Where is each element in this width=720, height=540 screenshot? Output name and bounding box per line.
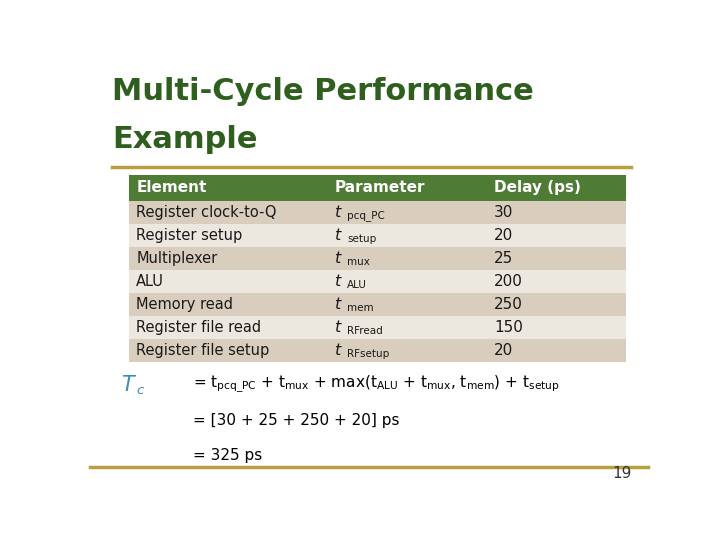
Bar — [328, 316, 487, 339]
Bar — [487, 339, 626, 362]
Bar — [328, 293, 487, 316]
Text: t: t — [335, 228, 341, 243]
Bar — [328, 270, 487, 293]
Text: 20: 20 — [494, 343, 513, 358]
Bar — [129, 201, 328, 224]
Text: pcq_PC: pcq_PC — [347, 211, 385, 221]
Text: 25: 25 — [494, 251, 513, 266]
Text: mem: mem — [347, 303, 374, 313]
Bar — [328, 224, 487, 247]
Text: 250: 250 — [494, 297, 523, 312]
Text: 19: 19 — [612, 465, 631, 481]
Text: t: t — [335, 274, 341, 289]
Text: Multi-Cycle Performance: Multi-Cycle Performance — [112, 77, 534, 106]
Bar — [487, 201, 626, 224]
Text: 150: 150 — [494, 320, 523, 335]
Text: Delay (ps): Delay (ps) — [494, 180, 581, 195]
Text: RFsetup: RFsetup — [347, 349, 390, 359]
Bar — [487, 175, 626, 201]
Text: T: T — [121, 375, 133, 395]
Text: 20: 20 — [494, 228, 513, 243]
Text: t: t — [335, 343, 341, 358]
Bar — [487, 293, 626, 316]
Text: t: t — [335, 251, 341, 266]
Bar — [487, 224, 626, 247]
Text: 200: 200 — [494, 274, 523, 289]
Bar — [487, 316, 626, 339]
Bar — [328, 339, 487, 362]
Bar — [129, 175, 328, 201]
Text: t: t — [335, 205, 341, 220]
Text: Multiplexer: Multiplexer — [136, 251, 217, 266]
Bar — [328, 247, 487, 270]
Bar — [487, 270, 626, 293]
Text: Element: Element — [136, 180, 207, 195]
Bar — [129, 270, 328, 293]
Text: Parameter: Parameter — [335, 180, 426, 195]
Text: ALU: ALU — [347, 280, 367, 290]
Bar — [328, 175, 487, 201]
Bar — [129, 224, 328, 247]
Text: Register file setup: Register file setup — [136, 343, 269, 358]
Text: Example: Example — [112, 125, 258, 154]
Text: RFread: RFread — [347, 326, 383, 336]
Text: Register setup: Register setup — [136, 228, 243, 243]
Text: 30: 30 — [494, 205, 513, 220]
Text: setup: setup — [347, 234, 377, 244]
Text: Register file read: Register file read — [136, 320, 261, 335]
Bar — [129, 293, 328, 316]
Text: ALU: ALU — [136, 274, 164, 289]
Bar — [328, 201, 487, 224]
Text: Memory read: Memory read — [136, 297, 233, 312]
Bar — [129, 247, 328, 270]
Text: t: t — [335, 297, 341, 312]
Bar — [129, 339, 328, 362]
Text: mux: mux — [347, 257, 370, 267]
Bar — [487, 247, 626, 270]
Bar — [129, 316, 328, 339]
Text: = [30 + 25 + 250 + 20] ps: = [30 + 25 + 250 + 20] ps — [193, 413, 400, 428]
Text: t: t — [335, 320, 341, 335]
Text: = 325 ps: = 325 ps — [193, 448, 263, 463]
Text: Register clock-to-Q: Register clock-to-Q — [136, 205, 276, 220]
Text: = t$_{\mathregular{pcq\_PC}}$ + t$_{\mathregular{mux}}$ + max(t$_{\mathregular{A: = t$_{\mathregular{pcq\_PC}}$ + t$_{\mat… — [193, 374, 560, 395]
Text: c: c — [136, 384, 143, 397]
